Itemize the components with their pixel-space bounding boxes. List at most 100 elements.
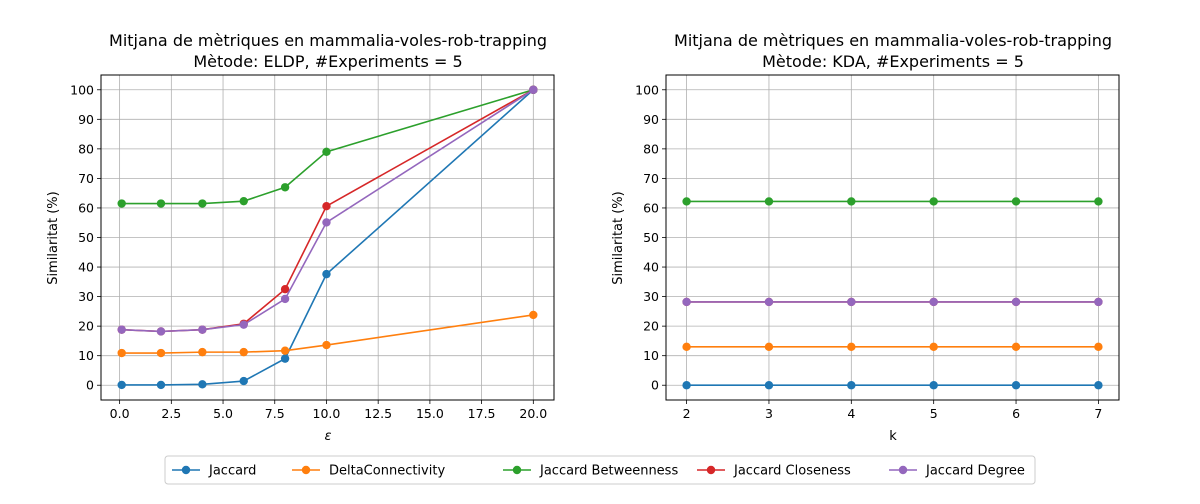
data-point [156,199,166,208]
data-point [929,381,938,390]
x-axis-label: k [889,429,897,444]
y-tick-label: 40 [78,260,94,275]
legend-entry: Jaccard Betweenness [503,464,678,479]
chart-title: Mitjana de mètriques en mammalia-voles-r… [109,31,547,50]
x-tick-label: 15.0 [416,406,444,421]
series-jaccard-betweenness [682,197,1103,206]
data-point [322,340,331,350]
data-point [682,381,691,390]
chart-eldp: Mitjana de mètriques en mammalia-voles-r… [46,31,555,444]
data-point [117,199,126,208]
y-tick-label: 0 [651,378,659,393]
data-point [117,380,126,390]
series-jaccard [117,85,538,390]
x-tick-label: 2 [683,406,691,421]
data-point [1094,197,1103,206]
data-point [1011,297,1021,307]
series-jaccard-degree [682,297,1103,307]
data-point [322,201,331,211]
series-jaccard-degree [117,85,538,336]
x-tick-label: 6 [1012,406,1020,421]
x-tick-label: 0.0 [110,406,130,421]
data-point [280,354,290,363]
y-tick-label: 70 [78,171,94,186]
x-tick-label: 20.0 [519,406,547,421]
series-deltaconnectivity [682,342,1103,352]
data-point [239,376,248,386]
grid [101,75,554,400]
data-point [239,196,248,206]
data-point [198,380,207,389]
y-tick-label: 0 [86,378,94,393]
data-point [1094,342,1103,352]
data-point [1094,381,1103,390]
data-point [929,342,938,352]
legend-marker [512,465,522,475]
data-point [847,297,856,307]
y-tick-label: 30 [643,289,659,304]
data-point [156,348,166,358]
y-tick-label: 60 [643,200,659,215]
y-tick-label: 80 [78,141,94,156]
y-tick-label: 40 [643,260,659,275]
data-point [239,347,248,357]
data-point [117,325,126,334]
plot-frame [100,74,555,401]
y-tick-label: 10 [78,348,94,363]
y-tick-label: 60 [78,200,94,215]
x-tick-label: 7.5 [265,406,285,421]
x-tick-label: 17.5 [468,406,496,421]
y-tick-label: 20 [643,319,659,334]
legend-label: Jaccard Degree [925,464,1025,479]
data-point [239,320,248,329]
y-tick-label: 80 [643,141,659,156]
legend-label: DeltaConnectivity [329,464,445,479]
data-point [682,197,691,206]
y-tick-label: 10 [643,348,659,363]
data-point [280,285,290,294]
grid [666,75,1119,400]
x-tick-label: 12.5 [364,406,392,421]
data-point [764,297,774,307]
series-line [121,89,534,205]
data-point [1011,381,1021,390]
chart-title: Mitjana de mètriques en mammalia-voles-r… [674,31,1112,50]
y-axis-label: Similaritat (%) [46,191,61,284]
data-point [847,197,856,206]
y-tick-label: 30 [78,289,94,304]
data-point [280,183,290,192]
x-tick-label: 10.0 [313,406,341,421]
series-jaccard-betweenness [117,85,538,208]
data-point [929,297,938,307]
series-line [121,89,534,333]
y-tick-label: 90 [78,112,94,127]
data-point [322,218,331,227]
legend-label: Jaccard Betweenness [539,464,678,479]
series-jaccard [682,381,1103,390]
data-point [117,348,126,358]
series-line [121,89,534,333]
legend-marker [706,465,716,475]
data-point [198,347,207,357]
legend-label: Jaccard Closeness [733,464,851,479]
data-point [764,342,774,352]
legend-marker [301,465,311,475]
data-point [322,147,331,157]
data-point [198,199,207,208]
y-tick-label: 70 [643,171,659,186]
data-point [929,197,938,206]
data-point [682,297,691,307]
x-tick-label: 4 [847,406,855,421]
legend-label: Jaccard [208,464,256,479]
y-tick-label: 50 [78,230,94,245]
data-point [156,380,166,390]
data-point [764,381,774,390]
x-tick-label: 5.0 [213,406,233,421]
y-tick-label: 100 [635,82,659,97]
x-axis-label: ε [324,429,331,444]
y-tick-label: 100 [70,82,94,97]
legend-entry: DeltaConnectivity [292,464,445,479]
legend: Jaccard DeltaConnectivity Jaccard Betweenn… [164,455,1036,485]
data-point [1011,197,1021,206]
data-point [529,85,538,94]
